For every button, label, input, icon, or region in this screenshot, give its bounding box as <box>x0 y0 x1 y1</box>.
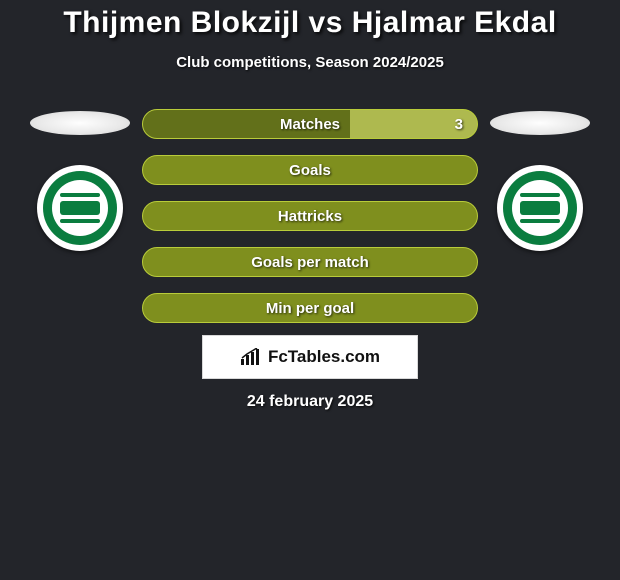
date-line: 24 february 2025 <box>247 393 373 411</box>
stat-label: Goals <box>289 162 331 179</box>
stat-pill: Matches 3 <box>142 109 478 139</box>
stat-label: Min per goal <box>266 300 354 317</box>
bar-chart-icon <box>240 348 262 366</box>
club-badge-stripes-icon <box>60 201 100 215</box>
right-player-column <box>480 109 600 251</box>
left-player-column <box>20 109 140 251</box>
club-badge-ring <box>503 171 577 245</box>
right-player-placeholder <box>490 111 590 135</box>
stat-pill: Hattricks <box>142 201 478 231</box>
left-player-placeholder <box>30 111 130 135</box>
page-title: Thijmen Blokzijl vs Hjalmar Ekdal <box>63 6 556 40</box>
club-badge-ring <box>43 171 117 245</box>
stat-label: Goals per match <box>251 254 369 271</box>
brand-attribution: FcTables.com <box>202 335 418 379</box>
stat-pill: Goals <box>142 155 478 185</box>
club-badge-core <box>512 180 568 236</box>
club-badge-core <box>52 180 108 236</box>
stats-area: Matches 3 Goals Hattricks Goals per match Min… <box>0 109 620 323</box>
stat-label: Matches <box>280 116 340 133</box>
comparison-card: Thijmen Blokzijl vs Hjalmar Ekdal Club c… <box>0 0 620 411</box>
stat-value-right: 3 <box>455 116 463 133</box>
brand-text: FcTables.com <box>268 347 380 367</box>
left-club-badge <box>37 165 123 251</box>
stat-pill: Goals per match <box>142 247 478 277</box>
stat-label: Hattricks <box>278 208 342 225</box>
stat-pill: Min per goal <box>142 293 478 323</box>
subtitle: Club competitions, Season 2024/2025 <box>176 54 444 71</box>
right-club-badge <box>497 165 583 251</box>
club-badge-stripes-icon <box>520 201 560 215</box>
stats-column: Matches 3 Goals Hattricks Goals per match Min… <box>140 109 480 323</box>
